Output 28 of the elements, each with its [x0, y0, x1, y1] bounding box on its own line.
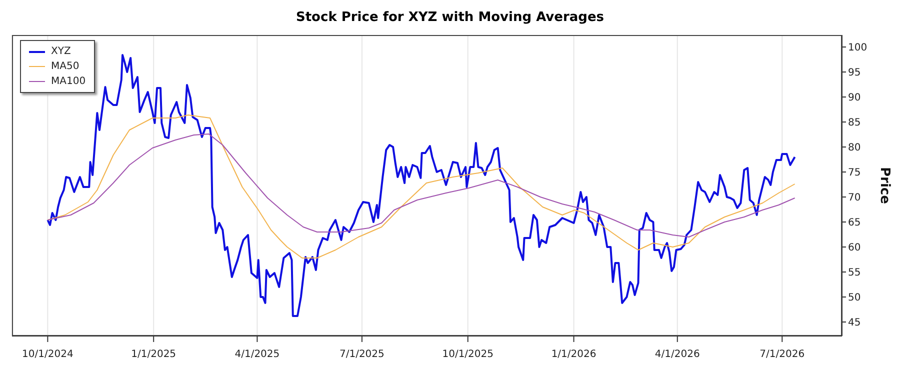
x-tick-label: 1/1/2026	[551, 349, 596, 360]
y-tick-label: 60	[848, 242, 861, 254]
line-series	[46, 54, 796, 317]
y-tick-label: 85	[848, 118, 861, 129]
y-tick-label: 50	[848, 292, 861, 304]
line-series	[47, 114, 796, 258]
x-tick-label: 7/1/2025	[339, 349, 384, 360]
x-tick-label: 7/1/2026	[760, 349, 805, 360]
y-tick-label: 80	[848, 142, 861, 154]
y-tick-label: 75	[848, 168, 861, 179]
y-tick-label: 95	[848, 68, 861, 79]
chart-title: Stock Price for XYZ with Moving Averages	[294, 9, 606, 27]
y-tick-label: 55	[848, 268, 861, 279]
line-series	[47, 134, 796, 238]
legend-label: XYZ	[51, 45, 71, 59]
y-tick-label: 70	[848, 192, 861, 204]
x-tick-label: 10/1/2025	[442, 349, 494, 360]
y-tick-label: 100	[848, 42, 868, 54]
x-tick-label: 1/1/2025	[131, 349, 176, 360]
x-tick-label: 10/1/2024	[22, 349, 74, 360]
y-tick-label: 65	[848, 218, 861, 229]
y-tick-label: 45	[848, 318, 861, 329]
x-tick-label: 4/1/2026	[654, 349, 700, 360]
y-axis-title: Price	[877, 167, 892, 204]
y-tick-label: 90	[848, 92, 861, 104]
legend-label: MA100	[51, 75, 86, 89]
x-tick-label: 4/1/2025	[234, 349, 280, 360]
legend-label: MA50	[51, 60, 80, 74]
